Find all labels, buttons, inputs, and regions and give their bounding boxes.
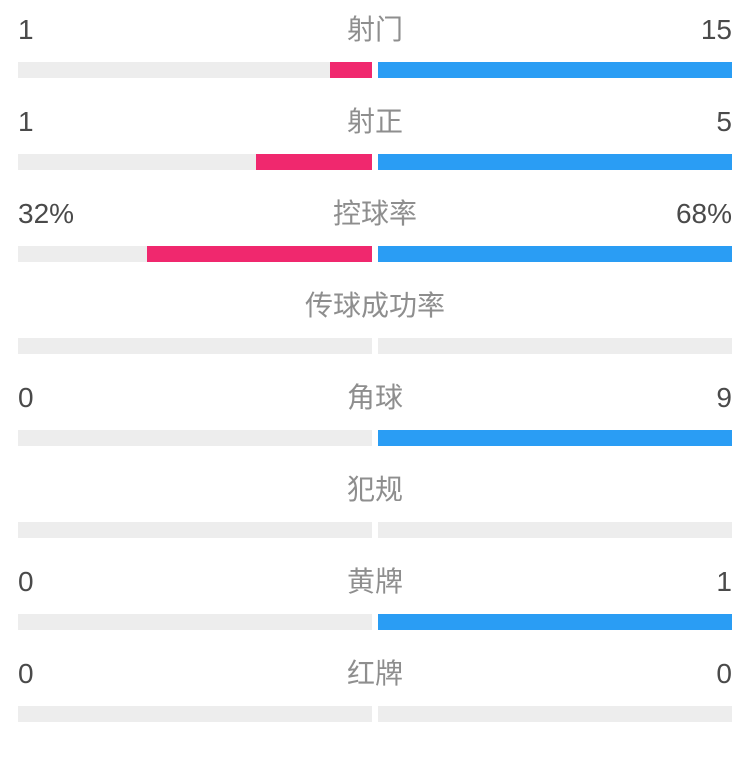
stat-right-value: 1 (672, 566, 732, 598)
bar-left-half (18, 62, 375, 78)
stat-right-value: 5 (672, 106, 732, 138)
bar-left-half (18, 246, 375, 262)
stat-row-pass-accuracy: 传球成功率 (18, 284, 732, 354)
bar-center-gap (372, 246, 378, 262)
stat-header: 1 射正 5 (18, 100, 732, 140)
bar-right-half (375, 430, 732, 446)
bar-right-half (375, 62, 732, 78)
stat-row-possession: 32% 控球率 68% (18, 192, 732, 262)
stat-header: 0 黄牌 1 (18, 560, 732, 600)
stat-left-value: 1 (18, 106, 78, 138)
stat-right-value: 15 (672, 14, 732, 46)
bar-left-half (18, 154, 375, 170)
stat-header: 0 角球 9 (18, 376, 732, 416)
bar-center-gap (372, 62, 378, 78)
stat-header: 0 红牌 0 (18, 652, 732, 692)
bar-center-gap (372, 338, 378, 354)
stat-label: 传球成功率 (78, 284, 672, 324)
bar-right-fill (375, 62, 732, 78)
stat-bar-track (18, 706, 732, 722)
bar-right-fill (375, 154, 732, 170)
stat-row-shots: 1 射门 15 (18, 8, 732, 78)
stat-bar-track (18, 62, 732, 78)
bar-center-gap (372, 522, 378, 538)
stat-left-value: 0 (18, 566, 78, 598)
stat-row-red-cards: 0 红牌 0 (18, 652, 732, 722)
bar-left-half (18, 338, 375, 354)
stat-row-shots-on-target: 1 射正 5 (18, 100, 732, 170)
stat-header: 犯规 (18, 468, 732, 508)
bar-right-half (375, 522, 732, 538)
bar-left-half (18, 706, 375, 722)
stat-label: 射门 (78, 8, 672, 48)
bar-center-gap (372, 154, 378, 170)
stat-left-value: 1 (18, 14, 78, 46)
stat-left-value: 32% (18, 198, 78, 230)
bar-right-half (375, 154, 732, 170)
bar-right-fill (375, 430, 732, 446)
stat-header: 1 射门 15 (18, 8, 732, 48)
stat-header: 32% 控球率 68% (18, 192, 732, 232)
stat-row-corners: 0 角球 9 (18, 376, 732, 446)
stat-bar-track (18, 246, 732, 262)
stat-bar-track (18, 522, 732, 538)
bar-right-half (375, 338, 732, 354)
stat-right-value: 0 (672, 658, 732, 690)
bar-center-gap (372, 430, 378, 446)
bar-right-half (375, 246, 732, 262)
match-stats-container: 1 射门 15 1 射正 5 (0, 0, 750, 722)
stat-bar-track (18, 430, 732, 446)
stat-left-value: 0 (18, 658, 78, 690)
bar-left-half (18, 522, 375, 538)
bar-left-fill (330, 62, 375, 78)
stat-row-fouls: 犯规 (18, 468, 732, 538)
bar-left-half (18, 430, 375, 446)
stat-label: 角球 (78, 376, 672, 416)
stat-right-value: 68% (672, 198, 732, 230)
bar-left-fill (256, 154, 375, 170)
stat-left-value: 0 (18, 382, 78, 414)
bar-center-gap (372, 614, 378, 630)
stat-label: 射正 (78, 100, 672, 140)
stat-label: 黄牌 (78, 560, 672, 600)
stat-bar-track (18, 338, 732, 354)
stat-bar-track (18, 154, 732, 170)
bar-left-fill (147, 246, 375, 262)
stat-label: 控球率 (78, 192, 672, 232)
stat-bar-track (18, 614, 732, 630)
bar-left-half (18, 614, 375, 630)
stat-label: 犯规 (78, 468, 672, 508)
bar-right-half (375, 706, 732, 722)
bar-right-half (375, 614, 732, 630)
stat-right-value: 9 (672, 382, 732, 414)
stat-row-yellow-cards: 0 黄牌 1 (18, 560, 732, 630)
bar-right-fill (375, 246, 732, 262)
bar-center-gap (372, 706, 378, 722)
bar-right-fill (375, 614, 732, 630)
stat-label: 红牌 (78, 652, 672, 692)
stat-header: 传球成功率 (18, 284, 732, 324)
